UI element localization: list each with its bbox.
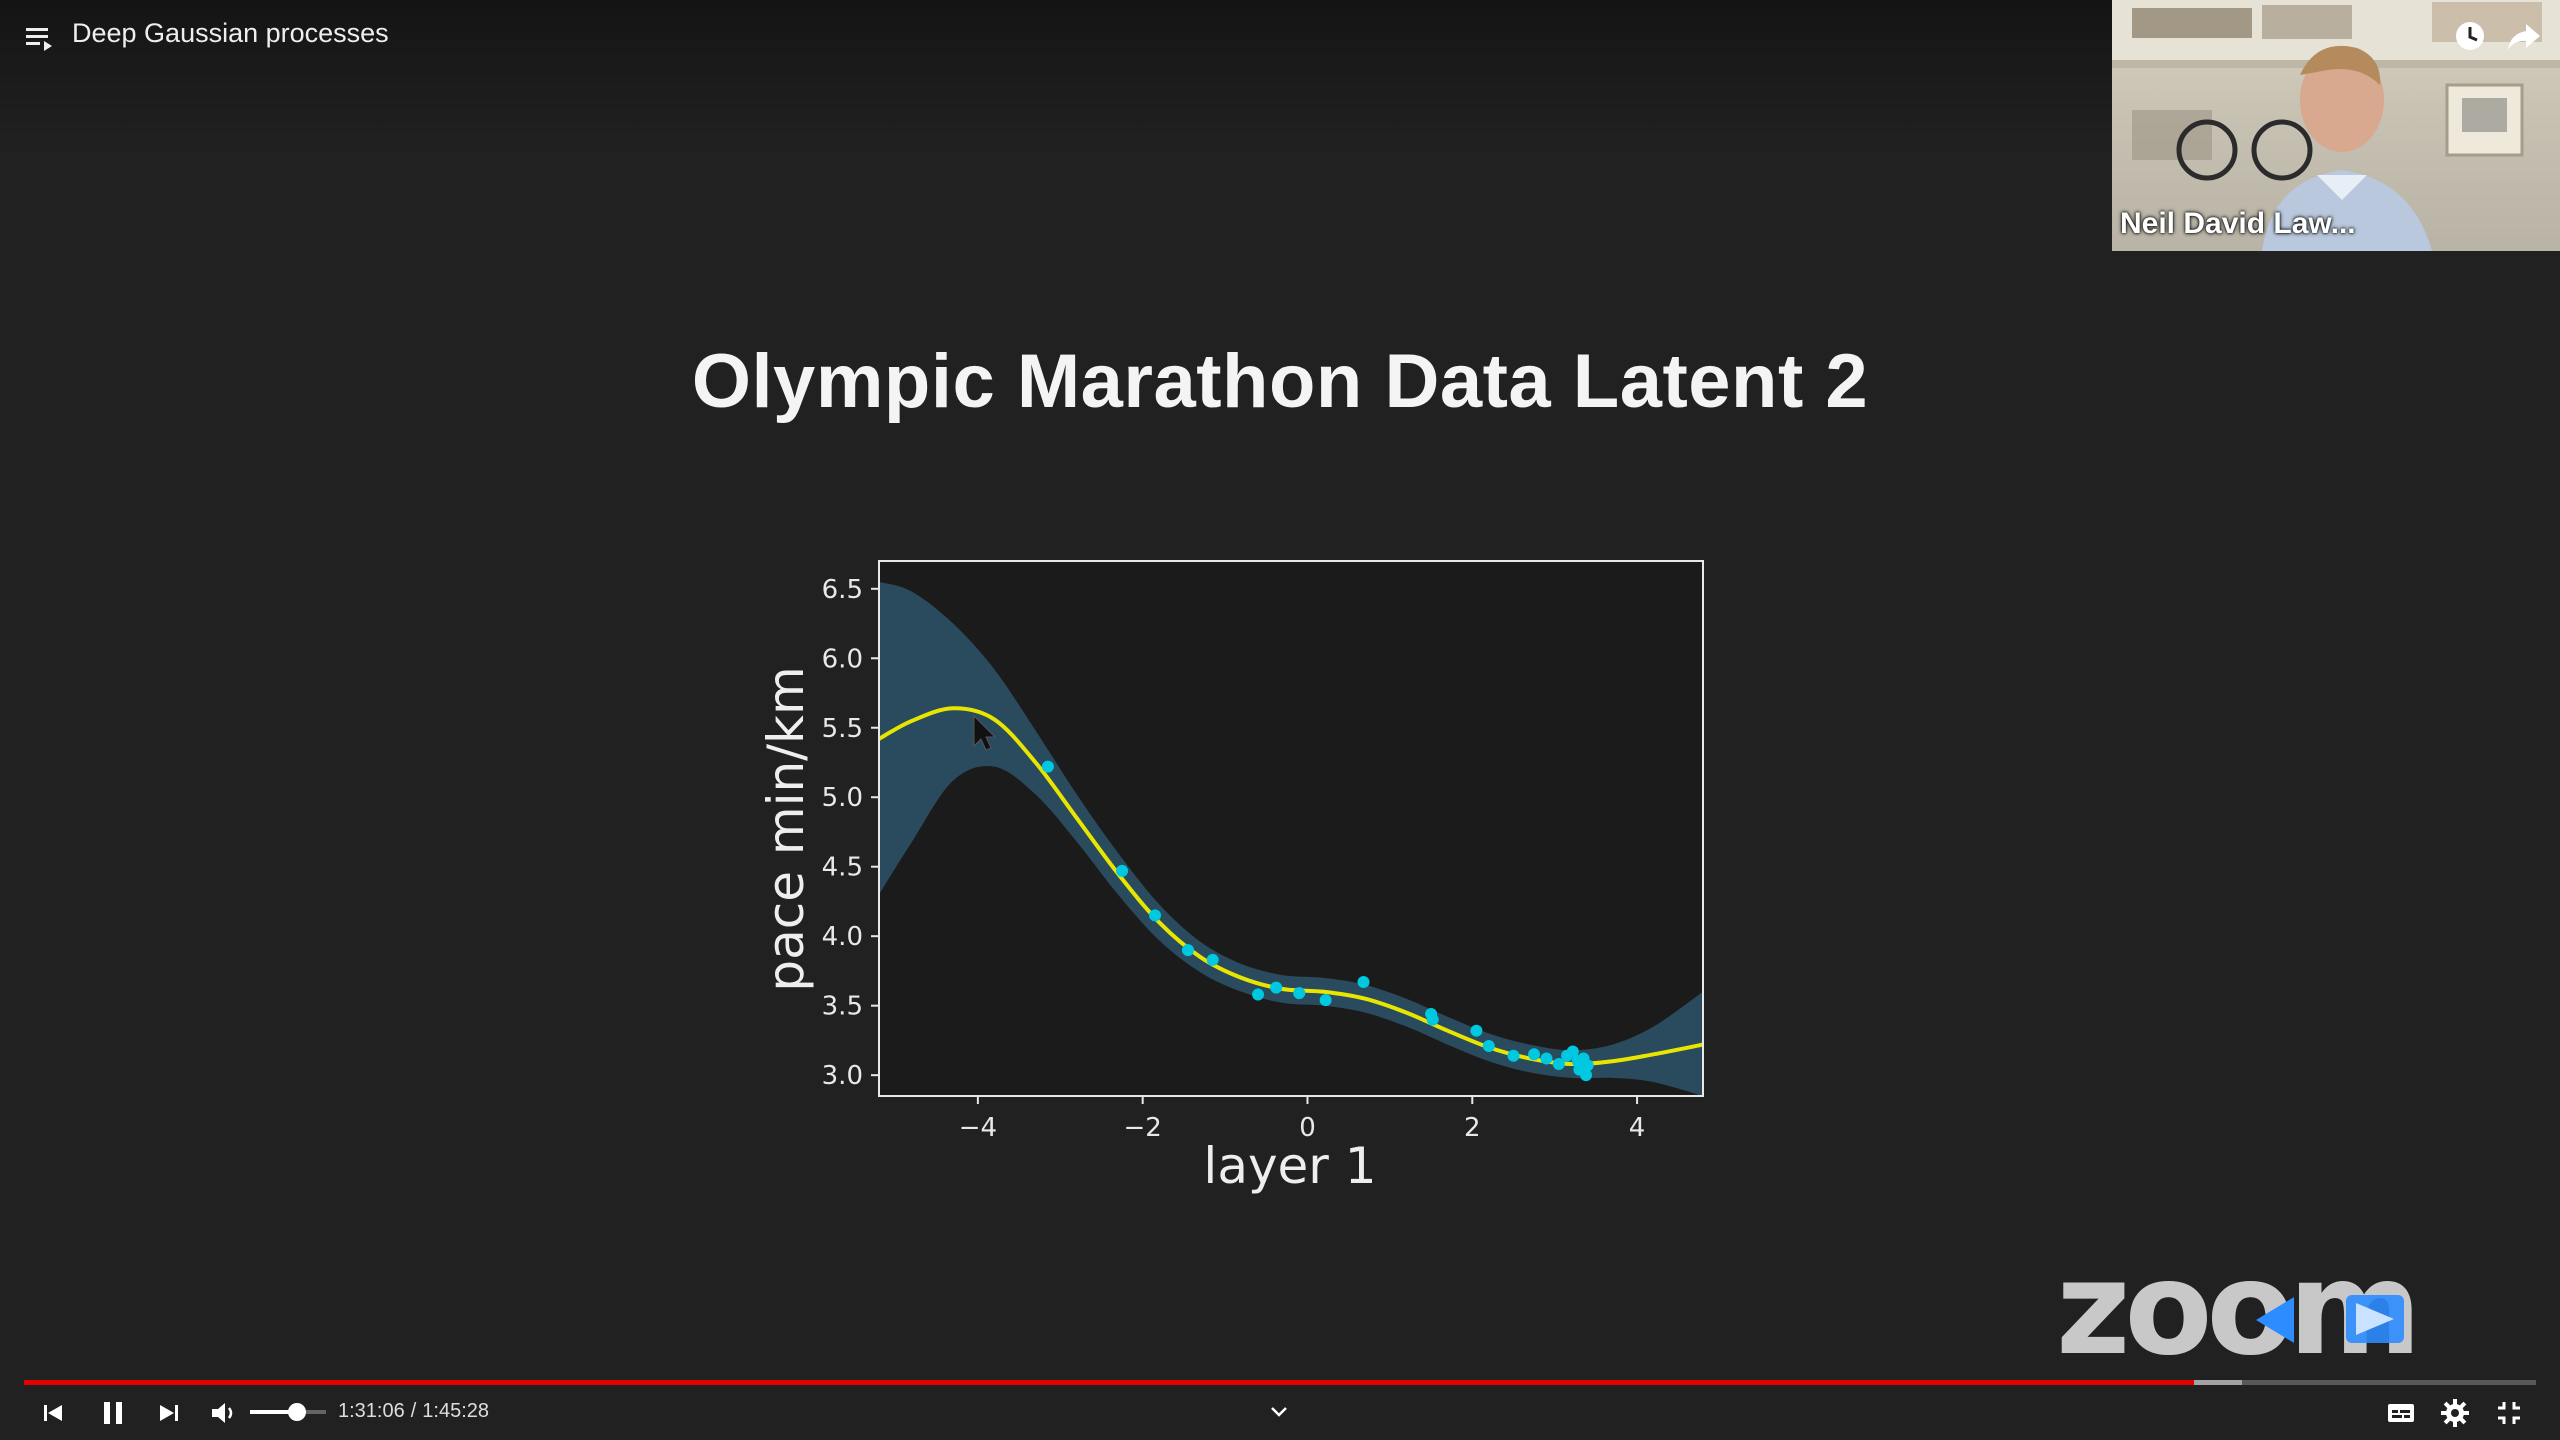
progress-bar[interactable]	[24, 1380, 2536, 1385]
volume-level	[250, 1410, 298, 1414]
data-point	[1252, 988, 1265, 1001]
slide-title: Olympic Marathon Data Latent 2	[691, 339, 1869, 424]
volume-icon[interactable]	[206, 1396, 240, 1430]
gear-icon[interactable]	[2438, 1396, 2472, 1430]
playlist-icon[interactable]	[22, 20, 58, 56]
y-tick-label: 6.5	[822, 575, 863, 605]
data-point	[1482, 1039, 1495, 1052]
mouse-cursor	[973, 714, 997, 751]
volume-slider[interactable]	[250, 1403, 326, 1421]
confidence-band	[879, 581, 1703, 1096]
played-progress	[24, 1380, 2195, 1385]
data-point	[1540, 1052, 1553, 1065]
data-point	[1182, 944, 1194, 957]
data-point	[1149, 909, 1162, 922]
data-point	[1579, 1069, 1592, 1082]
zoom-logo: zoom	[2056, 1255, 2422, 1365]
y-tick-label: 5.5	[822, 714, 863, 744]
y-tick-label: 5.0	[822, 783, 863, 813]
video-title[interactable]: Deep Gaussian processes	[72, 18, 389, 48]
data-point	[1116, 864, 1129, 877]
data-point	[1319, 994, 1332, 1007]
y-tick-label: 6.0	[822, 644, 863, 674]
current-time: 1:31:06	[338, 1400, 405, 1422]
data-point	[1507, 1049, 1520, 1062]
time-separator: /	[410, 1400, 417, 1422]
y-tick-label: 3.0	[822, 1061, 863, 1091]
y-tick-label: 3.5	[822, 992, 863, 1022]
data-point	[1426, 1013, 1439, 1026]
plot-frame	[878, 560, 1704, 1097]
data-point	[1581, 1059, 1594, 1072]
time-display: 1:31:06/1:45:28	[338, 1400, 489, 1423]
data-point	[1206, 953, 1219, 966]
data-point	[1293, 987, 1306, 1000]
captions-icon[interactable]	[2384, 1396, 2418, 1430]
x-tick-label: 0	[1299, 1113, 1316, 1143]
skip-previous-icon[interactable]	[36, 1396, 70, 1430]
data-point	[1552, 1058, 1565, 1071]
x-tick-label: 4	[1629, 1113, 1646, 1143]
clock-icon[interactable]	[2450, 16, 2490, 56]
data-point	[1566, 1045, 1579, 1058]
x-tick-label: 2	[1464, 1113, 1481, 1143]
data-point	[1470, 1024, 1483, 1037]
plot-area	[879, 561, 1703, 1096]
exit-fullscreen-icon[interactable]	[2492, 1396, 2526, 1430]
x-axis-label: layer 1	[1203, 1137, 1376, 1195]
skip-next-icon[interactable]	[152, 1396, 186, 1430]
share-icon[interactable]	[2504, 16, 2544, 56]
participant-name: Neil David Law...	[2120, 207, 2356, 240]
x-tick-label: −4	[959, 1113, 997, 1143]
duration: 1:45:28	[422, 1400, 490, 1422]
data-point	[1528, 1048, 1541, 1061]
data-point	[1357, 976, 1370, 989]
y-axis-label: pace min/km	[757, 666, 815, 991]
data-point	[1041, 760, 1054, 773]
x-tick-label: −2	[1124, 1113, 1162, 1143]
data-point	[1270, 981, 1283, 994]
chevron-down-icon[interactable]	[1264, 1398, 1294, 1426]
y-tick-label: 4.5	[822, 853, 863, 883]
volume-handle[interactable]	[288, 1403, 307, 1421]
y-tick-label: 4.0	[822, 922, 863, 952]
pause-icon[interactable]	[96, 1396, 130, 1430]
